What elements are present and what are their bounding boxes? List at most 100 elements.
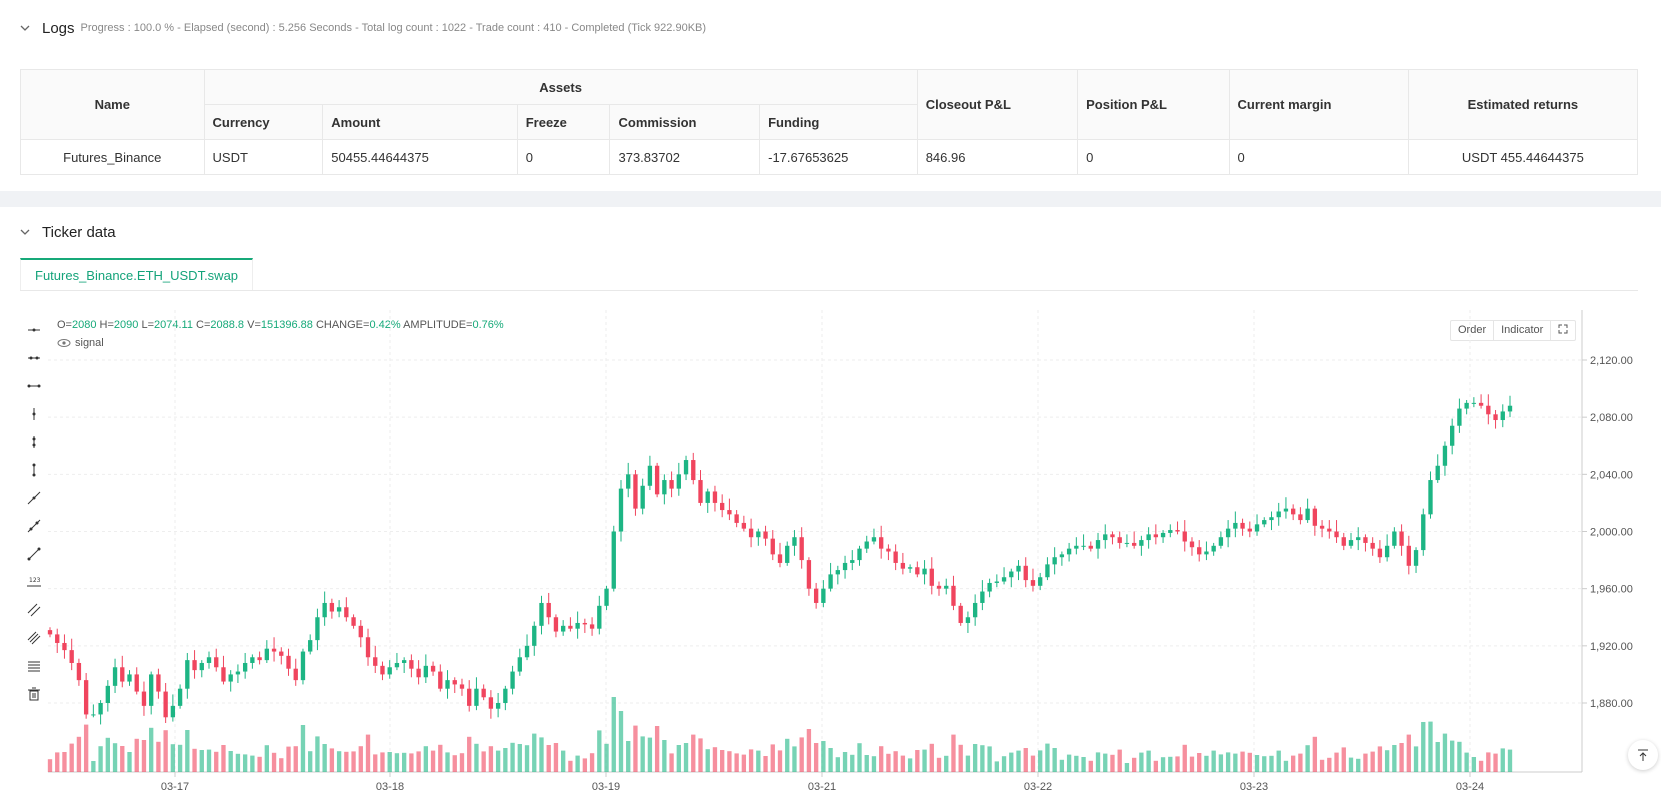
candle-body — [1262, 520, 1267, 525]
trend-line-icon[interactable] — [22, 484, 46, 512]
fullscreen-icon[interactable] — [1551, 321, 1575, 340]
volume-bar — [647, 737, 653, 772]
candle-body — [271, 648, 277, 652]
volume-bar — [423, 746, 429, 772]
eye-icon[interactable] — [57, 338, 71, 348]
price-label-icon[interactable]: 123 — [22, 568, 46, 596]
volume-bar — [734, 753, 739, 772]
candle-body — [1377, 548, 1383, 558]
amplitude-value: 0.76% — [472, 319, 504, 331]
volume-bar — [1153, 760, 1159, 772]
scroll-top-button[interactable] — [1628, 740, 1658, 770]
horizontal-segment-icon[interactable] — [22, 372, 46, 400]
volume-bar — [1001, 756, 1007, 772]
volume-bar — [994, 761, 999, 772]
candle-body — [517, 657, 522, 672]
volume-bar — [271, 752, 277, 772]
candle-body — [958, 605, 963, 623]
candlestick-chart[interactable]: 1,880.00 1,920.00 1,960.00 2,000.00 2,040.00… — [0, 300, 1661, 800]
vertical-line-icon[interactable] — [22, 400, 46, 428]
volume-bar — [1370, 751, 1375, 772]
candle-body — [1493, 414, 1498, 421]
volume-bar — [1110, 754, 1115, 772]
candle-body — [481, 688, 486, 698]
candle-body — [1103, 534, 1108, 541]
candle-body — [1478, 402, 1484, 406]
parallel-channel-icon[interactable] — [22, 596, 46, 624]
volume-bar — [1450, 740, 1455, 772]
candle-body — [994, 581, 999, 583]
horizontal-line-icon[interactable] — [22, 316, 46, 344]
fib-levels-icon[interactable] — [22, 652, 46, 680]
candle-body — [944, 585, 949, 589]
volume-bar — [965, 755, 971, 772]
fibonacci-icon[interactable] — [22, 624, 46, 652]
volume-bar — [1377, 746, 1383, 772]
volume-bar — [235, 753, 241, 772]
candle-body — [409, 660, 414, 669]
volume-bar — [279, 758, 284, 772]
volume-bar — [1030, 755, 1036, 772]
candle-body — [539, 602, 544, 626]
candle-body — [1218, 537, 1224, 546]
candle-body — [597, 605, 602, 629]
candle-body — [727, 510, 732, 515]
ray-line-icon[interactable] — [22, 512, 46, 540]
volume-bar — [1189, 756, 1195, 772]
candle-body — [264, 648, 269, 661]
candle-body — [618, 488, 624, 532]
y-tick-label: 2,040.00 — [1590, 469, 1633, 481]
candle-body — [770, 538, 775, 555]
candle-body — [1074, 545, 1079, 549]
volume-bar — [250, 755, 255, 772]
logs-header[interactable]: Logs Progress : 100.0 % - Elapsed (secon… — [20, 16, 706, 40]
y-tick-label: 1,920.00 — [1590, 641, 1633, 653]
vertical-ray-icon[interactable] — [22, 428, 46, 456]
ticker-header[interactable]: Ticker data — [20, 220, 116, 244]
volume-bar — [47, 759, 53, 772]
signal-legend[interactable]: signal — [57, 337, 104, 349]
candle-body — [1406, 545, 1411, 566]
candle-body — [149, 674, 154, 706]
chevron-down-icon[interactable] — [20, 227, 30, 237]
horizontal-ray-icon[interactable] — [22, 344, 46, 372]
cell-margin: 0 — [1228, 139, 1409, 175]
candle-body — [1023, 565, 1028, 581]
volume-bar — [459, 753, 465, 772]
c-value: 2088.8 — [210, 319, 245, 331]
volume-bar — [561, 750, 566, 772]
volume-bar — [871, 756, 877, 772]
volume-bar — [604, 743, 609, 772]
order-button[interactable]: Order — [1451, 321, 1495, 340]
tab-eth-usdt-swap[interactable]: Futures_Binance.ETH_USDT.swap — [20, 258, 254, 290]
volume-bar — [1225, 752, 1231, 772]
volume-bar — [1074, 755, 1079, 772]
candle-body — [1030, 580, 1036, 586]
candle-body — [582, 622, 588, 625]
amplitude-label: AMPLITUDE= — [403, 319, 473, 331]
candle-body — [857, 548, 862, 561]
volume-bar — [597, 730, 602, 772]
cell-currency: USDT — [203, 139, 324, 175]
candle-body — [373, 657, 378, 666]
x-tick-label: 03-19 — [592, 781, 620, 793]
volume-bar — [336, 751, 342, 772]
volume-bar — [315, 736, 320, 772]
candle-body — [1500, 411, 1505, 421]
volume-bar — [958, 744, 963, 772]
volume-bar — [936, 757, 942, 772]
volume-bar — [1500, 748, 1505, 772]
candle-body — [1066, 548, 1072, 555]
cell-name: Futures_Binance — [20, 139, 205, 175]
chevron-down-icon[interactable] — [20, 23, 30, 33]
volume-bar — [495, 750, 501, 772]
volume-bar — [1197, 753, 1202, 772]
candle-body — [242, 662, 248, 672]
candle-body — [423, 665, 429, 678]
trash-icon[interactable] — [22, 680, 46, 708]
candle-body — [76, 662, 82, 681]
vertical-segment-icon[interactable] — [22, 456, 46, 484]
indicator-button[interactable]: Indicator — [1494, 321, 1552, 340]
candle-body — [250, 657, 255, 663]
segment-line-icon[interactable] — [22, 540, 46, 568]
